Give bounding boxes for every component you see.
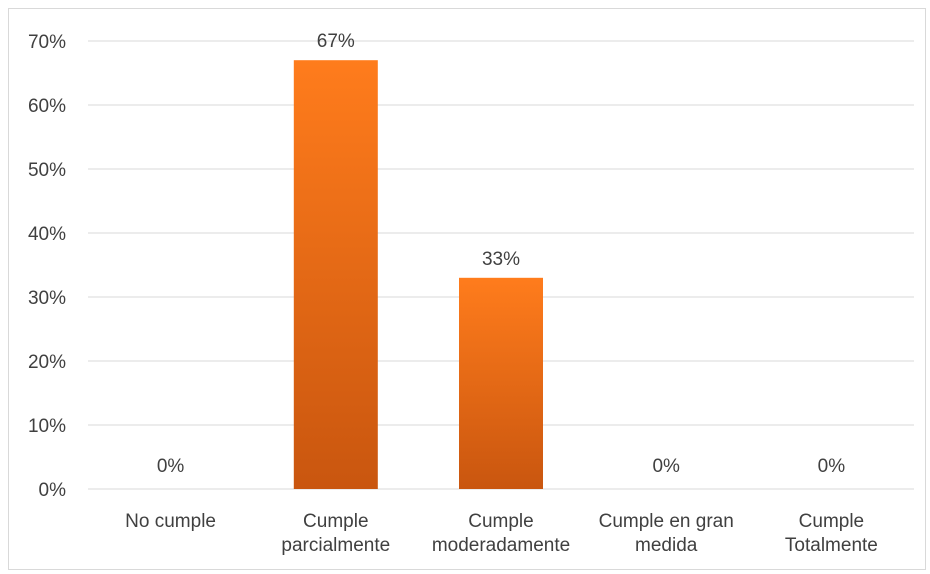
x-axis-tick-labels: No cumple Cumple parcialmente Cumple moderad…	[125, 511, 878, 556]
gridlines	[88, 40, 914, 490]
y-tick-label: 50%	[28, 160, 66, 181]
data-label: 67%	[317, 31, 355, 52]
x-tick-label-line: moderadamente	[432, 535, 570, 556]
y-tick-label: 30%	[28, 288, 66, 309]
y-tick-label: 10%	[28, 416, 66, 437]
x-tick-label-line: medida	[635, 535, 698, 556]
bars	[293, 60, 543, 489]
bar	[459, 277, 543, 489]
data-label: 0%	[818, 456, 846, 477]
x-tick-label-line: No cumple	[125, 511, 216, 532]
x-tick-label-line: Totalmente	[785, 535, 878, 556]
x-tick-label: Cumple parcialmente	[281, 511, 390, 556]
x-tick-label-line: Cumple	[303, 511, 368, 532]
x-tick-label: Cumple en gran medida	[599, 511, 734, 556]
y-tick-label: 0%	[39, 480, 67, 501]
y-tick-label: 60%	[28, 96, 66, 117]
x-tick-label-line: Cumple	[468, 511, 533, 532]
bar	[293, 60, 378, 489]
x-tick-label-line: Cumple en gran	[599, 511, 734, 532]
x-tick-label: Cumple moderadamente	[432, 511, 570, 556]
data-label: 0%	[652, 456, 680, 477]
x-tick-label-line: Cumple	[799, 511, 864, 532]
data-label: 33%	[482, 249, 520, 270]
y-tick-label: 20%	[28, 352, 66, 373]
y-tick-label: 40%	[28, 224, 66, 245]
x-tick-label: No cumple	[125, 511, 216, 532]
y-tick-label: 70%	[28, 32, 66, 53]
data-labels: 0% 67% 33% 0% 0%	[157, 31, 845, 477]
x-tick-label-line: parcialmente	[281, 535, 390, 556]
y-axis-tick-labels: 0% 10% 20% 30% 40% 50% 60% 70%	[28, 32, 66, 501]
data-label: 0%	[157, 456, 185, 477]
x-tick-label: Cumple Totalmente	[785, 511, 878, 556]
